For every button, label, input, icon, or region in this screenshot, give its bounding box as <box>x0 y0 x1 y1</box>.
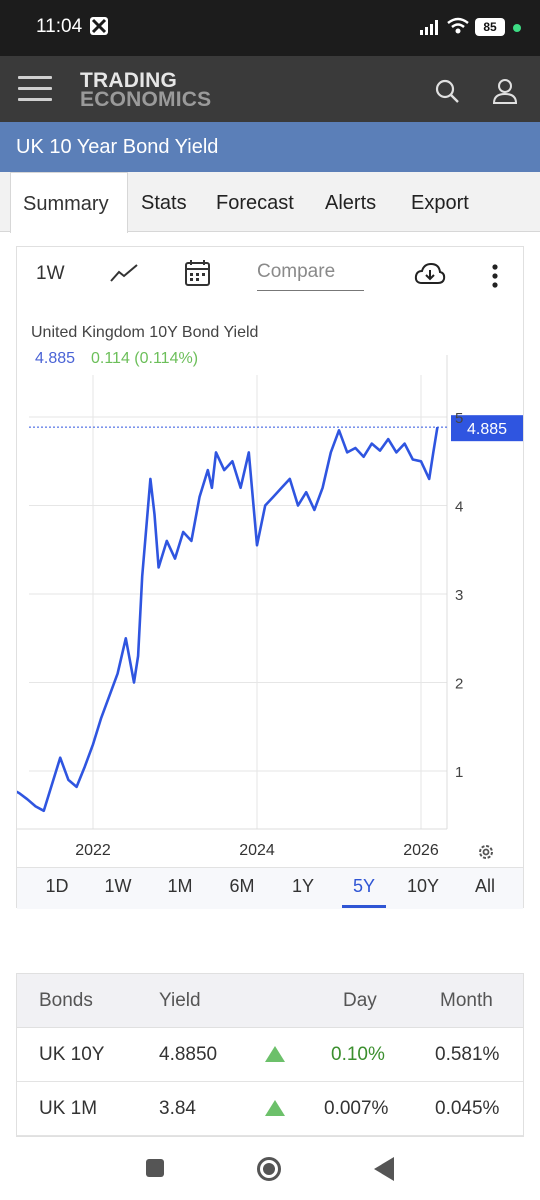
battery-indicator: 85 <box>475 18 505 36</box>
tab-export[interactable]: Export <box>411 192 469 214</box>
logo-line-1: TRADING <box>80 69 178 92</box>
tab-summary[interactable]: Summary <box>10 172 128 233</box>
chart-card: 1W Compare 4.885 1 2 3 4 5 2022 2024 2026 Unite… <box>16 246 524 909</box>
range-6m[interactable]: 6M <box>229 876 255 896</box>
status-bar: 11:04 85 <box>0 0 540 56</box>
range-1y[interactable]: 1Y <box>291 876 315 896</box>
bond-yield: 4.8850 <box>159 1044 218 1065</box>
app-logo[interactable]: TRADING ECONOMICS <box>80 69 212 111</box>
gear-icon[interactable] <box>476 842 496 862</box>
system-nav-bar <box>0 1137 540 1200</box>
bonds-table: Bonds Yield Day Month UK 10Y 4.8850 0.10… <box>16 973 524 1137</box>
price-tag-label: 4.885 <box>467 421 507 438</box>
range-1w[interactable]: 1W <box>104 876 132 896</box>
compare-input[interactable]: Compare <box>257 261 364 291</box>
tab-alerts[interactable]: Alerts <box>325 192 377 214</box>
price-tag <box>451 415 523 442</box>
tab-forecast[interactable]: Forecast <box>216 192 294 214</box>
line-chart[interactable]: 4.885 1 2 3 4 5 2022 2024 2026 <box>17 295 523 867</box>
interval-selector[interactable]: 1W <box>36 263 65 284</box>
download-cloud-icon[interactable] <box>414 262 446 286</box>
header-day: Day <box>343 990 377 1011</box>
page-title: UK 10 Year Bond Yield <box>16 136 219 158</box>
active-range-indicator <box>342 905 386 908</box>
up-arrow-icon <box>265 1046 285 1062</box>
series-line[interactable] <box>17 426 439 813</box>
table-row[interactable]: UK 1M 3.84 0.007% 0.045% <box>17 1082 523 1136</box>
home-icon[interactable] <box>256 1156 282 1182</box>
chart-title: United Kingdom 10Y Bond Yield <box>31 324 259 341</box>
chart-type-icon[interactable] <box>110 263 138 283</box>
chart-change: 0.114 (0.114%) <box>91 350 199 367</box>
x-tick-label: 2024 <box>239 842 275 859</box>
y-tick-label: 5 <box>455 410 463 427</box>
cell-signal-icon <box>420 20 438 35</box>
range-all[interactable]: All <box>474 876 495 896</box>
bond-month-change: 0.581% <box>435 1044 500 1065</box>
x-tick-label: 2022 <box>75 842 111 859</box>
bond-yield: 3.84 <box>159 1098 196 1119</box>
y-tick-label: 2 <box>455 676 463 693</box>
bond-day-change: 0.10% <box>331 1044 385 1065</box>
calendar-icon[interactable] <box>185 260 210 286</box>
page-title-bar: UK 10 Year Bond Yield <box>0 122 540 172</box>
bond-day-change: 0.007% <box>324 1098 389 1119</box>
menu-icon[interactable] <box>18 76 52 102</box>
y-tick-label: 3 <box>455 587 463 604</box>
header-yield: Yield <box>159 990 201 1011</box>
recents-icon[interactable] <box>146 1159 164 1177</box>
range-5y[interactable]: 5Y <box>352 876 376 896</box>
x-tick-label: 2026 <box>403 842 439 859</box>
bond-name[interactable]: UK 1M <box>39 1098 98 1119</box>
y-tick-label: 1 <box>455 764 463 781</box>
notification-app-icon <box>90 17 108 35</box>
tab-bar: Summary Stats Forecast Alerts Export <box>0 172 540 233</box>
back-icon[interactable] <box>374 1157 396 1181</box>
y-tick-label: 4 <box>455 499 463 516</box>
bond-name[interactable]: UK 10Y <box>39 1044 105 1065</box>
range-1d[interactable]: 1D <box>45 876 69 896</box>
header-month: Month <box>440 990 493 1011</box>
more-options-icon[interactable] <box>491 264 499 288</box>
range-selector: 1D 1W 1M 6M 1Y 5Y 10Y All <box>17 867 523 909</box>
bond-month-change: 0.045% <box>435 1098 500 1119</box>
header-bonds: Bonds <box>39 990 93 1011</box>
tab-stats[interactable]: Stats <box>141 192 187 214</box>
table-row[interactable]: UK 10Y 4.8850 0.10% 0.581% <box>17 1028 523 1082</box>
wifi-icon <box>447 17 469 34</box>
range-1m[interactable]: 1M <box>167 876 193 896</box>
chart-last-value: 4.885 <box>35 350 76 367</box>
app-bar: TRADING ECONOMICS <box>0 56 540 122</box>
up-arrow-icon <box>265 1100 285 1116</box>
logo-line-2: ECONOMICS <box>80 88 212 111</box>
range-10y[interactable]: 10Y <box>406 876 440 896</box>
privacy-dot <box>513 24 521 32</box>
search-icon[interactable] <box>434 78 460 104</box>
status-time: 11:04 <box>36 16 83 37</box>
user-icon[interactable] <box>492 78 518 104</box>
table-header: Bonds Yield Day Month <box>17 974 523 1028</box>
